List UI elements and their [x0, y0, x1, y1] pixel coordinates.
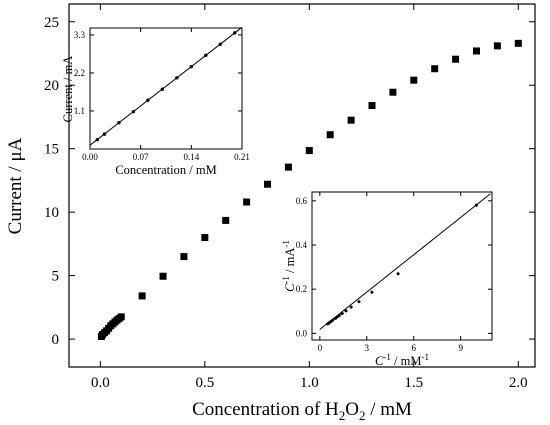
- inset-bottom-y-ticks: 0.0 0.2 0.4 0.6: [296, 196, 492, 338]
- main-y-tick-label: 20: [44, 78, 59, 94]
- inset-bottom-y-tick-label: 0.0: [296, 328, 308, 338]
- main-data-point: [117, 313, 125, 321]
- inset-top-data-point: [131, 109, 136, 114]
- inset-top-data-points: [95, 31, 237, 142]
- inset-top-data-point: [204, 53, 208, 58]
- inset-bottom-data-point: [474, 203, 478, 207]
- inset-top-data-point: [117, 121, 121, 125]
- inset-bottom-data-point: [340, 311, 344, 315]
- inset-top-fit-line-path: [89, 26, 243, 146]
- main-y-axis-label: Current / μA: [5, 137, 26, 234]
- inset-bottom-y-tick-label: 0.4: [296, 240, 308, 250]
- inset-top-x-ticks: 0.00 0.07 0.14 0.21: [82, 28, 250, 162]
- main-data-point: [222, 216, 230, 224]
- inset-bottom-data-point: [370, 290, 374, 294]
- inset-top-y-ticks: 1.1 2.2 3.3: [74, 30, 242, 116]
- main-x-axis-label: Concentration of H2O2 / mM: [192, 399, 412, 423]
- inset-bottom-x-tick-label: 3: [365, 343, 370, 353]
- main-data-point: [389, 88, 397, 96]
- main-y-tick-label: 25: [44, 15, 59, 31]
- main-data-point: [326, 131, 334, 139]
- inset-top-data-point: [218, 42, 222, 46]
- main-data-point: [180, 253, 188, 261]
- main-data-point: [159, 272, 167, 280]
- main-x-tick-label: 0.5: [195, 375, 214, 391]
- main-data-points: [97, 39, 522, 341]
- inset-top-plot: 0.00 0.07 0.14 0.21 1.1 2.2 3.3 Concentration…: [61, 26, 250, 177]
- inset-top-fit-line: [89, 26, 243, 146]
- main-x-tick-label: 1.5: [404, 375, 423, 391]
- main-data-point: [305, 147, 313, 155]
- inset-top-x-tick-label: 0.21: [234, 152, 250, 162]
- main-y-tick-label: 15: [44, 142, 59, 158]
- main-y-tick-label: 0: [52, 332, 60, 348]
- inset-top-y-tick-label: 2.2: [74, 68, 85, 78]
- inset-bottom-data-points: [326, 203, 478, 326]
- main-x-tick-label: 2.0: [509, 375, 528, 391]
- inset-bottom-y-tick-label: 0.2: [296, 284, 307, 294]
- main-data-point: [493, 42, 501, 50]
- inset-top-data-point: [160, 87, 165, 91]
- inset-bottom-x-tick-label: 0: [318, 343, 323, 353]
- main-data-point: [243, 198, 251, 206]
- inset-top-frame: [89, 27, 243, 150]
- inset-bottom-data-point: [331, 318, 335, 322]
- main-x-ticks: 0.0 0.5 1.0 1.5 2.0: [91, 4, 528, 391]
- main-y-ticks: 0 5 10 15 20 25: [44, 15, 535, 348]
- inset-bottom-x-tick-label: 6: [411, 343, 416, 353]
- inset-top-y-tick-label: 3.3: [74, 30, 86, 40]
- main-x-tick-label: 1.0: [300, 375, 319, 391]
- main-data-point: [138, 292, 146, 300]
- inset-bottom-x-ticks: 0 3 6 9: [318, 192, 463, 353]
- inset-bottom-data-point: [349, 305, 353, 309]
- inset-bottom-fit-line-path: [319, 193, 491, 330]
- inset-top-data-point: [146, 98, 150, 102]
- main-data-point: [284, 163, 292, 171]
- inset-bottom-data-point: [344, 309, 348, 313]
- main-plot-frame: [68, 3, 536, 368]
- main-data-point: [347, 116, 355, 124]
- inset-top-x-axis-label: Concentration / mM: [115, 163, 216, 177]
- inset-bottom-y-axis-label: C-1 / mA-1: [281, 240, 297, 292]
- main-data-point: [201, 234, 209, 242]
- main-x-tick-label: 0.0: [91, 375, 110, 391]
- inset-top-data-point: [175, 76, 179, 80]
- main-data-point: [368, 102, 376, 110]
- inset-bottom-data-point: [335, 315, 339, 319]
- inset-bottom-data-point: [357, 300, 361, 304]
- inset-bottom-data-point: [396, 272, 400, 276]
- inset-top-data-point: [102, 132, 107, 136]
- inset-bottom-x-tick-label: 9: [458, 343, 463, 353]
- inset-top-x-tick-label: 0.00: [82, 152, 98, 162]
- main-plot: 0.0 0.5 1.0 1.5 2.0 0 5 10 15 20 25 Concentration…: [5, 3, 536, 423]
- main-y-tick-label: 5: [52, 269, 60, 285]
- inset-top-x-tick-label: 0.07: [133, 152, 149, 162]
- inset-bottom-y-tick-label: 0.6: [296, 196, 308, 206]
- main-data-point: [472, 47, 480, 55]
- main-y-tick-label: 10: [44, 205, 59, 221]
- inset-top-x-tick-label: 0.14: [183, 152, 199, 162]
- inset-top-data-point: [233, 31, 237, 35]
- inset-bottom-plot: 0 3 6 9 0.0 0.2 0.4 0.6 C-1 / mM-1 C-1 / mA-1: [281, 191, 493, 368]
- inset-bottom-fit-line: [319, 193, 491, 330]
- main-data-point: [514, 39, 522, 47]
- main-data-point: [264, 180, 272, 188]
- inset-top-data-point: [189, 65, 194, 69]
- inset-top-data-point: [95, 137, 99, 142]
- inset-top-y-axis-label: Current / mA: [61, 56, 75, 123]
- inset-bottom-data-point: [337, 313, 341, 317]
- main-data-point: [452, 55, 460, 63]
- main-data-point: [410, 76, 418, 84]
- inset-bottom-x-axis-label: C-1 / mM-1: [375, 352, 429, 368]
- main-data-point: [431, 65, 439, 73]
- inset-top-y-tick-label: 1.1: [74, 106, 85, 116]
